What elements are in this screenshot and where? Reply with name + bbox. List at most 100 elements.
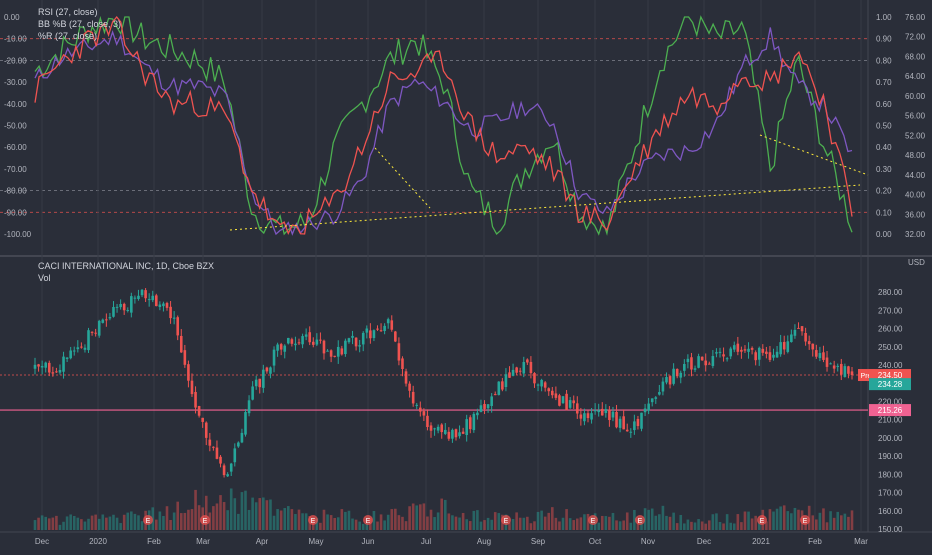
volume-bar [333, 517, 336, 530]
candle-body [394, 331, 397, 342]
time-axis-label: 2021 [752, 537, 770, 546]
candle-body [511, 369, 515, 376]
right-axis-tick: 48.00 [905, 151, 926, 160]
volume-bar [130, 511, 133, 530]
volume-bar [782, 505, 786, 530]
candle-body [272, 349, 276, 366]
volume-bar [237, 513, 240, 530]
volume-bar [700, 521, 704, 530]
candle-body [37, 364, 40, 367]
candle-body [707, 363, 711, 365]
candle-body [536, 384, 540, 386]
legend-rsi[interactable]: RSI (27, close) [38, 7, 98, 17]
candle-body [800, 326, 804, 332]
volume-bar [101, 514, 105, 530]
candle-body [112, 307, 115, 317]
volume-legend[interactable]: Vol [38, 273, 51, 283]
candle-body [358, 345, 361, 347]
volume-bar [379, 514, 383, 530]
volume-bar [693, 522, 697, 530]
candle-body [515, 367, 518, 373]
volume-bar [575, 518, 579, 530]
candle-body [772, 354, 775, 358]
candle-body [379, 330, 383, 332]
volume-bar [515, 512, 518, 530]
volume-bar [747, 511, 750, 530]
lower-legend: CACI INTERNATIONAL INC, 1D, Cboe BZX Vol [38, 260, 214, 284]
candle-body [465, 419, 468, 435]
candle-body [215, 447, 219, 459]
candle-body [197, 406, 201, 416]
legend-bb[interactable]: BB %B (27, close, 3) [38, 19, 122, 29]
volume-bar [322, 509, 326, 530]
candle-body [94, 332, 97, 334]
time-axis[interactable]: Dec 2020 Feb Mar Apr May Jun Jul Aug Sep Oct Nov Dec… [35, 537, 868, 546]
candle-body [179, 335, 183, 353]
volume-bar [411, 503, 415, 530]
right-axis-tick: 44.00 [905, 171, 926, 180]
candle-body [668, 376, 672, 385]
candle-body [329, 350, 333, 357]
candle-body [376, 328, 379, 330]
volume-bar [843, 513, 847, 530]
volume-bar [743, 511, 747, 530]
price-axis[interactable]: 280.00270.00260.00250.00240.00230.00220.… [878, 258, 925, 534]
volume-bar [301, 513, 304, 530]
symbol-title[interactable]: CACI INTERNATIONAL INC, 1D, Cboe BZX [38, 261, 215, 271]
volume-bar [472, 510, 476, 530]
left-axis-tick: -30.00 [4, 78, 27, 87]
candle-body [244, 412, 247, 435]
volume-bar [51, 517, 55, 530]
volume-bar [258, 498, 262, 530]
volume-bar [197, 505, 201, 530]
volume-bar [718, 521, 722, 530]
candle-body [629, 431, 633, 433]
volume-bar [497, 513, 501, 530]
candle-body [583, 413, 586, 422]
volume-bar [436, 512, 440, 530]
candle-body [490, 396, 493, 406]
price-axis-tick: 210.00 [878, 416, 903, 425]
candle-body [672, 368, 675, 384]
price-axis-tick: 200.00 [878, 434, 903, 443]
volume-bar [115, 517, 119, 530]
left-axis-tick: -40.00 [4, 100, 27, 109]
candle-body [454, 429, 458, 438]
candle-body [836, 365, 840, 367]
candle-body [130, 296, 133, 313]
volume-bar [493, 512, 497, 530]
volume-bar [361, 523, 365, 530]
volume-bar [347, 510, 351, 530]
volume-bar [37, 517, 40, 530]
candle-body [426, 415, 429, 427]
volume-bar [690, 521, 693, 530]
volume-bar [176, 501, 180, 530]
candle-body [386, 319, 390, 324]
volume-bar [518, 517, 522, 530]
candle-body [593, 409, 597, 412]
volume-bar [822, 508, 825, 530]
candles [33, 288, 854, 478]
volume-bar [326, 514, 329, 530]
candle-body [122, 303, 126, 311]
candle-body [636, 418, 640, 427]
volume-bar [543, 516, 547, 530]
candle-body [187, 364, 190, 381]
candle-body [561, 396, 565, 404]
volume-bar [583, 514, 586, 530]
volume-bar [597, 522, 600, 530]
candle-body [326, 350, 329, 352]
volume-bar [344, 511, 347, 530]
candle-body [58, 370, 62, 373]
volume-bar [650, 508, 654, 530]
candle-body [643, 408, 647, 413]
legend-wr[interactable]: %R (27, close) [38, 31, 98, 41]
candle-body [847, 366, 850, 374]
candle-body [165, 303, 169, 308]
volume-bar [479, 521, 483, 530]
candle-body [69, 350, 72, 359]
candle-body [815, 350, 818, 357]
volume-bar [65, 516, 69, 530]
volume-bar [112, 514, 115, 530]
volume-bar [265, 500, 269, 530]
